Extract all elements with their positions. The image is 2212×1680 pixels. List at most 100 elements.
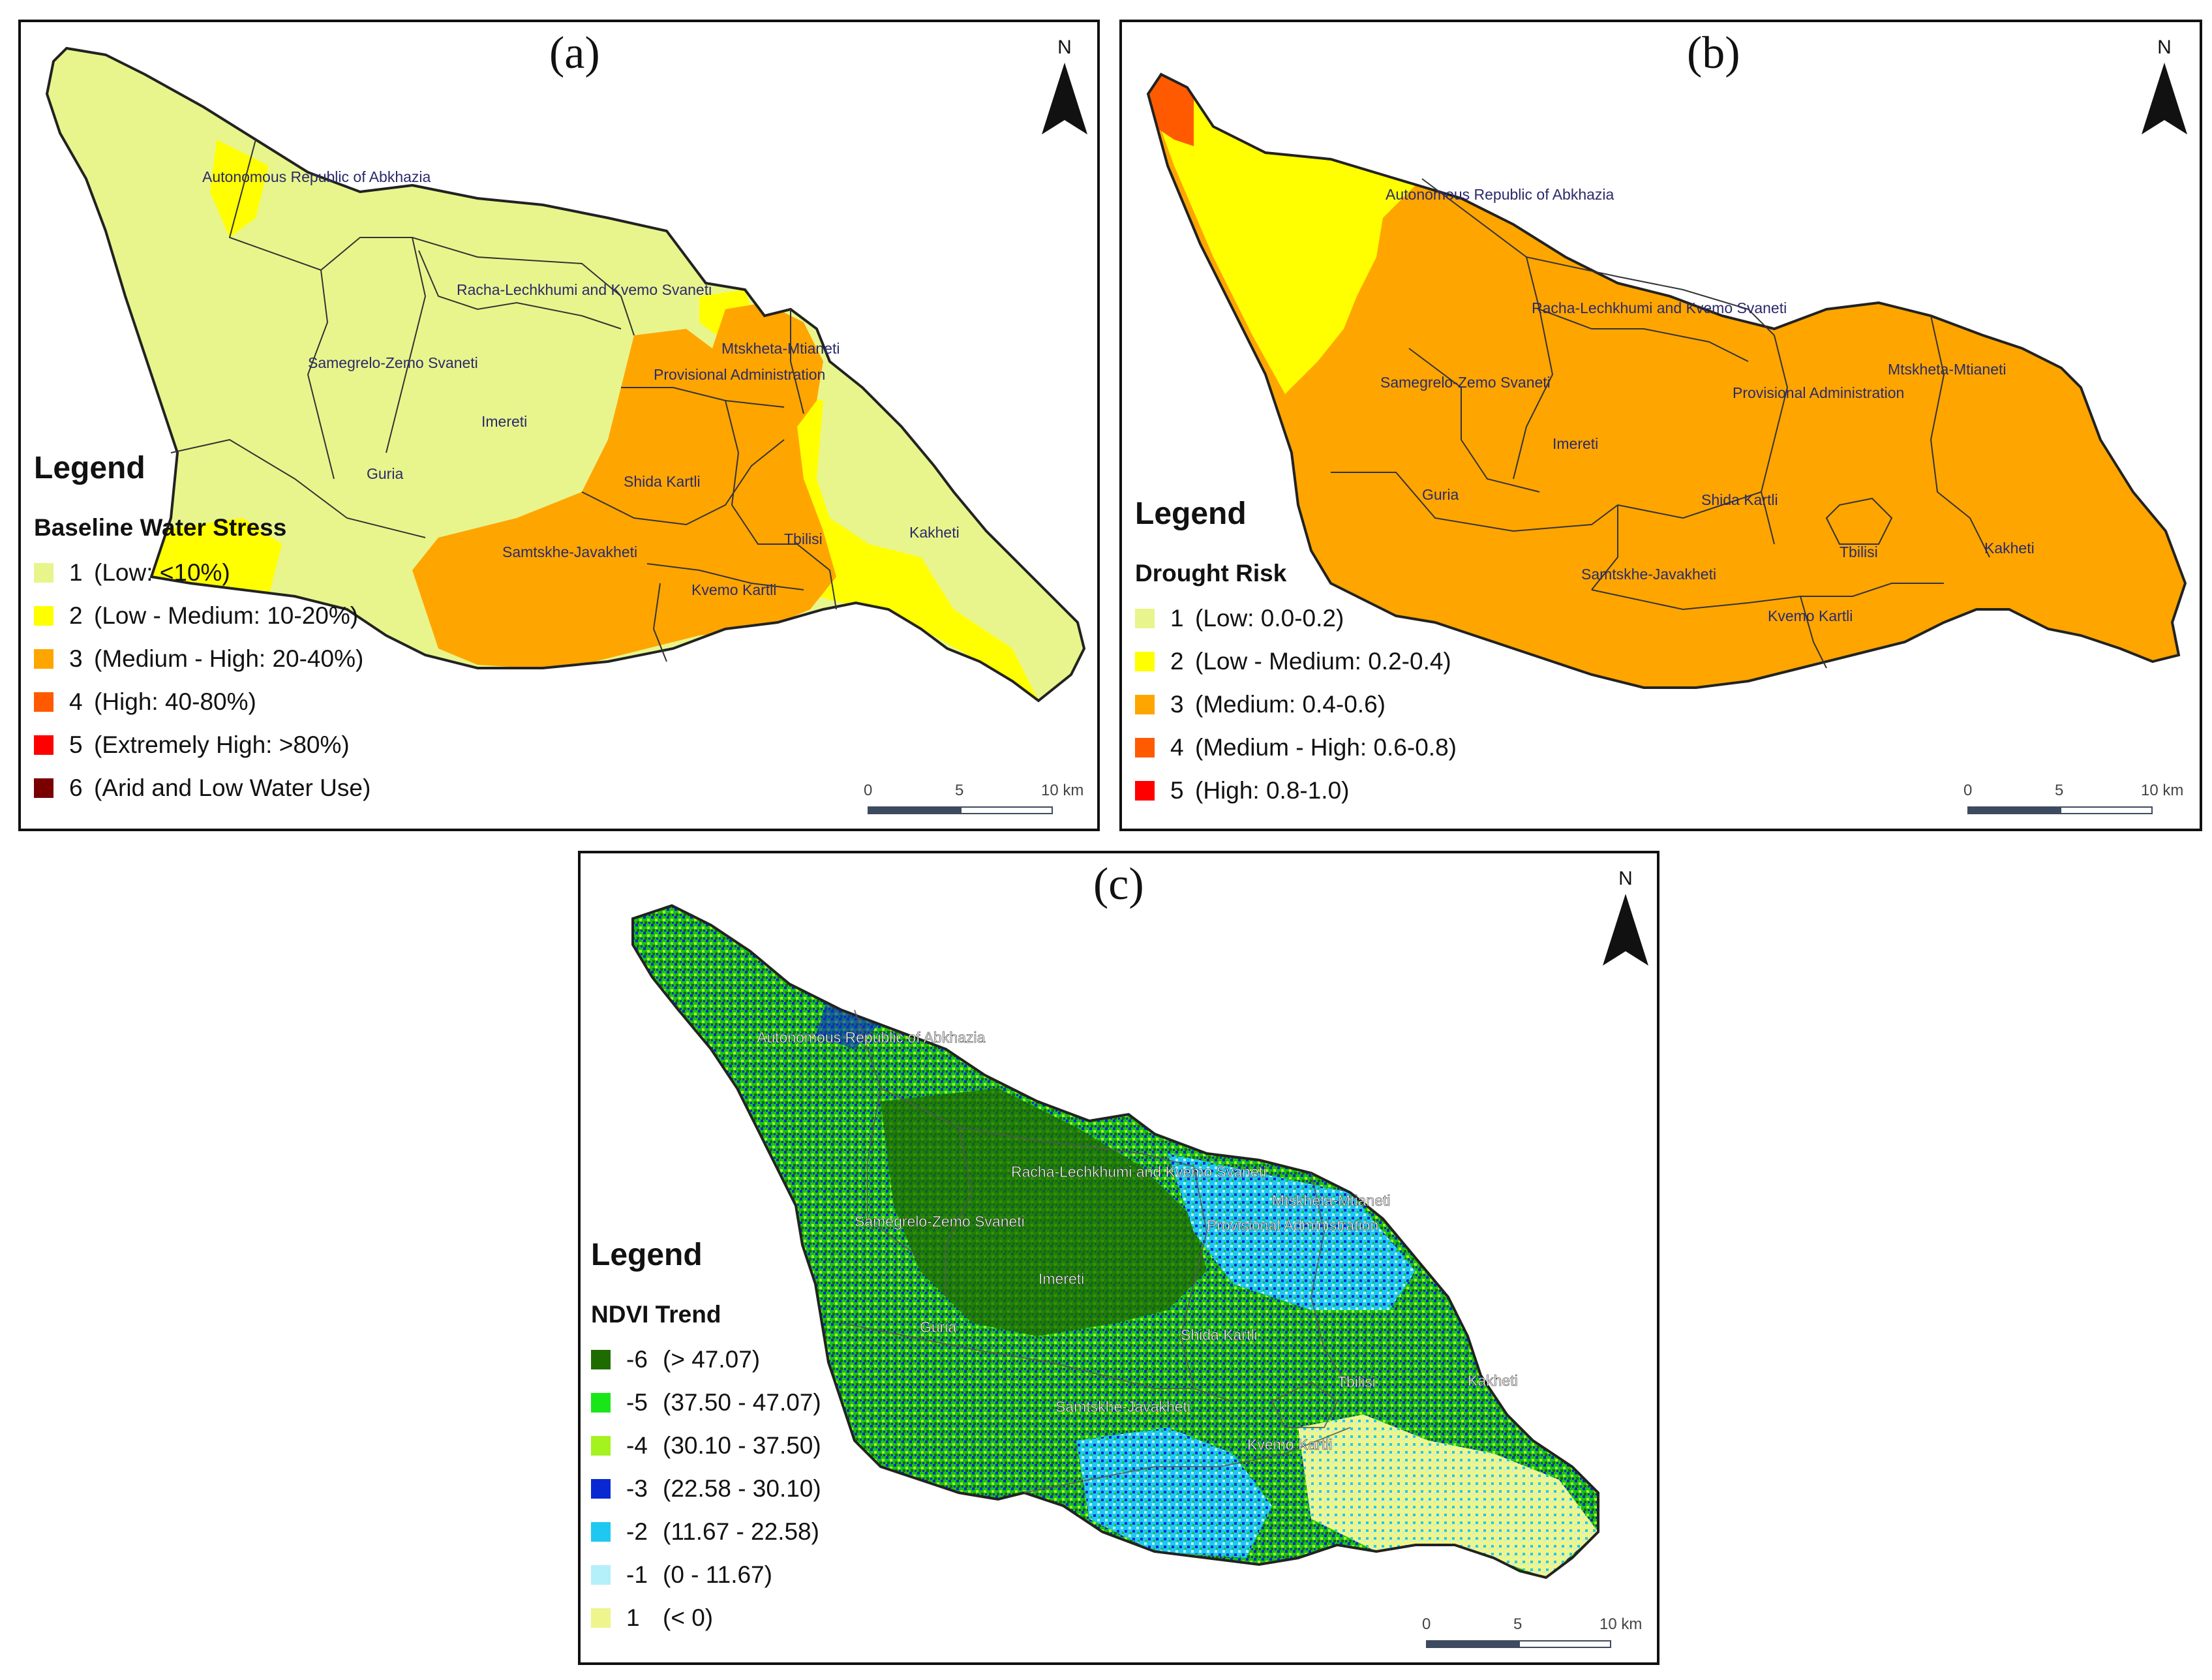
legend-item: -5 (37.50 - 47.07) [591, 1381, 821, 1424]
north-arrow-icon: N [1038, 37, 1091, 141]
region-label-guria: Guria [920, 1319, 956, 1336]
legend-a: Legend Baseline Water Stress 1 (Low: <10%… [34, 453, 371, 810]
legend-text: (Low - Medium: 0.2-0.4) [1195, 648, 1451, 675]
legend-code: 2 [69, 602, 83, 629]
legend-code: -3 [626, 1475, 648, 1502]
legend-swatch [1135, 738, 1155, 757]
map-panel-c: Autonomous Republic of Abkhazia Racha-Le… [578, 851, 1659, 1665]
legend-item: 5 (High: 0.8-1.0) [1135, 769, 1457, 812]
legend-subtitle: NDVI Trend [591, 1301, 721, 1328]
region-label-guria: Guria [367, 465, 403, 482]
region-label-shida: Shida Kartli [1181, 1326, 1258, 1343]
region-label-kakheti: Kakheti [1468, 1372, 1518, 1389]
legend-text: (Medium - High: 0.6-0.8) [1195, 734, 1457, 761]
legend-code: 5 [69, 731, 83, 758]
region-label-imereti: Imereti [481, 413, 527, 430]
legend-swatch [591, 1350, 611, 1369]
legend-code: -2 [626, 1518, 648, 1545]
region-label-kvemo: Kvemo Kartli [1768, 607, 1853, 624]
legend-code: 1 [626, 1604, 640, 1631]
region-label-samtskhe: Samtskhe-Javakheti [1055, 1398, 1190, 1415]
region-label-racha: Racha-Lechkhumi and Kvemo Svaneti [457, 281, 712, 298]
legend-swatch [34, 778, 53, 798]
region-label-imereti: Imereti [1038, 1270, 1084, 1287]
region-label-kvemo: Kvemo Kartli [1247, 1436, 1332, 1453]
legend-swatch [591, 1522, 611, 1542]
region-label-abkhazia: Autonomous Republic of Abkhazia [757, 1029, 986, 1046]
legend-title: Legend [34, 451, 145, 485]
legend-items: -6 (> 47.07) -5 (37.50 - 47.07) -4 (30.10 - 3… [591, 1338, 821, 1640]
region-label-samegrelo: Samegrelo-Zemo Svaneti [308, 354, 478, 371]
region-label-samegrelo: Samegrelo-Zemo Svaneti [1380, 374, 1551, 391]
legend-item: 6 (Arid and Low Water Use) [34, 767, 371, 810]
legend-swatch [1135, 609, 1155, 628]
legend-subtitle: Drought Risk [1135, 560, 1287, 587]
legend-item: 3 (Medium - High: 20-40%) [34, 637, 371, 680]
legend-swatch [591, 1565, 611, 1585]
legend-text: (30.10 - 37.50) [663, 1432, 821, 1459]
legend-code: 4 [1170, 734, 1184, 761]
legend-item: 1 (< 0) [591, 1596, 821, 1640]
legend-swatch [34, 649, 53, 669]
legend-code: 5 [1170, 777, 1184, 804]
region-label-provisional: Provisional Administration [1733, 384, 1904, 401]
legend-code: 1 [1170, 605, 1184, 632]
legend-item: 4 (High: 40-80%) [34, 680, 371, 724]
legend-code: 1 [69, 559, 83, 586]
legend-text: (High: 0.8-1.0) [1195, 777, 1350, 804]
legend-item: -3 (22.58 - 30.10) [591, 1467, 821, 1510]
legend-swatch [34, 692, 53, 712]
legend-code: -4 [626, 1432, 648, 1459]
region-label-tbilisi: Tbilisi [784, 530, 823, 547]
legend-text: (0 - 11.67) [663, 1561, 772, 1588]
legend-title: Legend [591, 1238, 703, 1272]
region-label-mtskheta: Mtskheta-Mtianeti [721, 340, 840, 357]
region-label-tbilisi: Tbilisi [1840, 543, 1878, 560]
legend-code: 4 [69, 688, 83, 715]
region-label-samegrelo: Samegrelo-Zemo Svaneti [855, 1213, 1025, 1230]
legend-text: (Medium: 0.4-0.6) [1195, 691, 1386, 718]
region-label-provisional: Provisional Administration [1207, 1217, 1378, 1234]
legend-code: 3 [69, 645, 83, 672]
legend-item: 1 (Low: <10%) [34, 551, 371, 594]
legend-swatch [1135, 652, 1155, 671]
legend-text: (Arid and Low Water Use) [94, 774, 371, 801]
map-a-canvas: Autonomous Republic of Abkhazia Racha-Le… [46, 47, 1085, 702]
legend-code: -6 [626, 1346, 648, 1373]
legend-swatch [591, 1393, 611, 1413]
legend-swatch [34, 563, 53, 583]
legend-code: 6 [69, 774, 83, 801]
north-arrow-icon: N [2138, 37, 2190, 141]
legend-swatch [1135, 695, 1155, 714]
region-label-racha: Racha-Lechkhumi and Kvemo Svaneti [1532, 299, 1787, 316]
legend-swatch [591, 1608, 611, 1628]
region-label-mtskheta: Mtskheta-Mtianeti [1888, 361, 2007, 378]
legend-swatch [34, 606, 53, 626]
legend-swatch [34, 735, 53, 755]
legend-item: -2 (11.67 - 22.58) [591, 1510, 821, 1553]
scale-bar: 0 5 10 km [1963, 782, 2189, 821]
legend-item: 2 (Low - Medium: 10-20%) [34, 594, 371, 637]
region-label-kakheti: Kakheti [1984, 540, 2035, 557]
region-label-kvemo: Kvemo Kartli [691, 581, 776, 598]
region-label-shida: Shida Kartli [624, 473, 701, 490]
legend-item: 2 (Low - Medium: 0.2-0.4) [1135, 640, 1457, 683]
region-label-guria: Guria [1422, 486, 1459, 503]
region-label-racha: Racha-Lechkhumi and Kvemo Svaneti [1011, 1163, 1266, 1180]
legend-text: (Medium - High: 20-40%) [94, 645, 364, 672]
region-label-samtskhe: Samtskhe-Javakheti [502, 543, 637, 560]
legend-text: (Low: 0.0-0.2) [1195, 605, 1344, 632]
scale-bar: 0 5 10 km [864, 782, 1089, 821]
legend-text: (22.58 - 30.10) [663, 1475, 821, 1502]
region-label-abkhazia: Autonomous Republic of Abkhazia [202, 168, 431, 185]
legend-code: -1 [626, 1561, 648, 1588]
legend-code: -5 [626, 1389, 648, 1416]
legend-item: 1 (Low: 0.0-0.2) [1135, 597, 1457, 640]
legend-swatch [1135, 781, 1155, 801]
legend-item: -6 (> 47.07) [591, 1338, 821, 1381]
legend-b: Legend Drought Risk 1 (Low: 0.0-0.2) 2 (Low… [1135, 498, 1457, 812]
region-label-shida: Shida Kartli [1701, 491, 1778, 508]
legend-swatch [591, 1479, 611, 1499]
panel-label-a: (a) [549, 28, 600, 78]
legend-text: (11.67 - 22.58) [663, 1518, 819, 1545]
